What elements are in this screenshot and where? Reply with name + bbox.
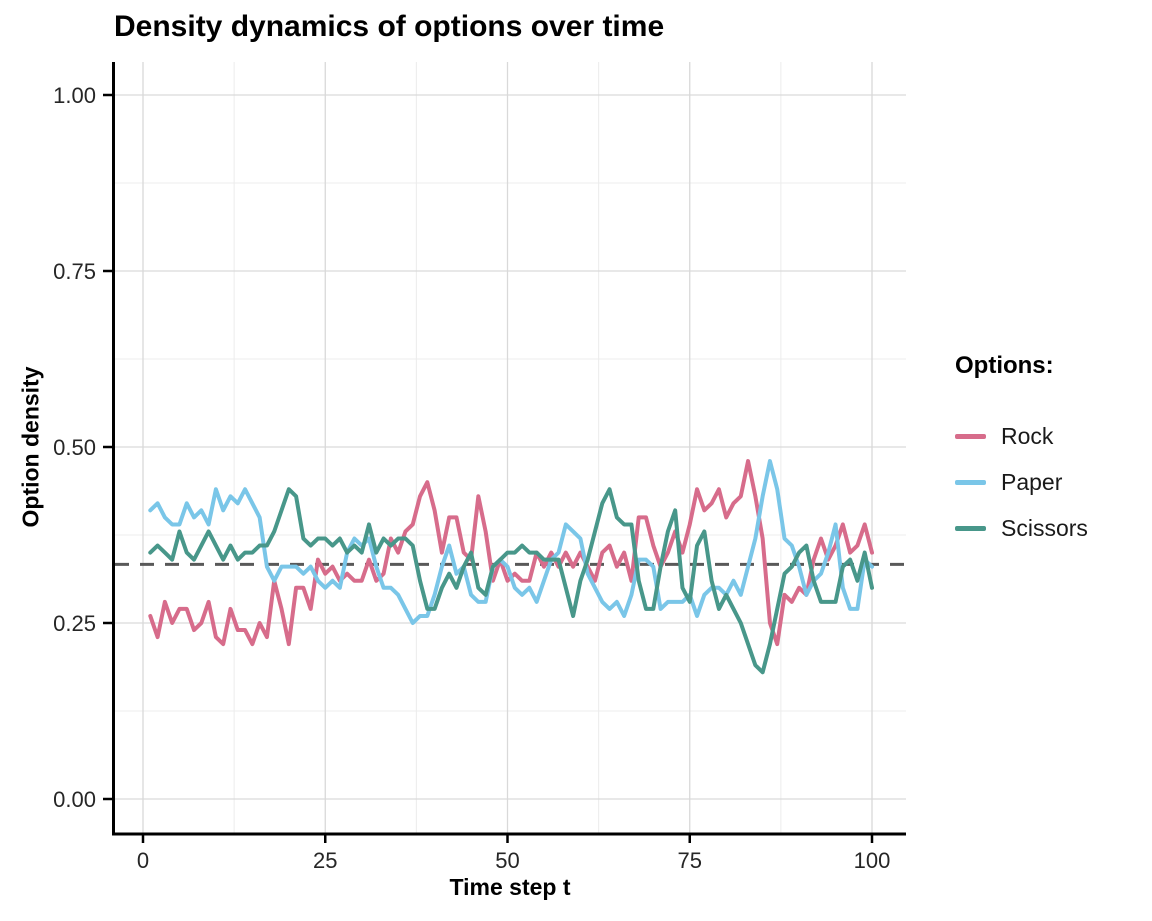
legend: Options: Rock Paper Scissors	[955, 352, 1088, 558]
legend-label: Paper	[1001, 469, 1063, 495]
x-tick-label: 25	[313, 848, 337, 873]
series-line-paper	[148, 459, 874, 625]
x-tick-label: 75	[678, 848, 702, 873]
legend-label: Scissors	[1001, 515, 1088, 541]
series-line-scissors	[148, 487, 874, 675]
legend-item-paper: Paper	[955, 466, 1088, 499]
y-axis-title: Option density	[17, 366, 44, 528]
legend-label: Rock	[1001, 423, 1054, 449]
legend-key-paper	[955, 480, 986, 485]
x-tick-label: 100	[854, 848, 891, 873]
y-tick-label: 0.25	[53, 611, 96, 636]
y-tick-label: 0.00	[53, 787, 96, 812]
chart-title: Density dynamics of options over time	[114, 10, 665, 43]
legend-item-rock: Rock	[955, 420, 1088, 453]
y-tick-label: 1.00	[53, 83, 96, 108]
y-tick-label: 0.50	[53, 435, 96, 460]
legend-items: Rock Paper Scissors	[955, 420, 1088, 545]
legend-key-rock	[955, 434, 986, 439]
legend-item-scissors: Scissors	[955, 512, 1088, 545]
x-tick-label: 50	[495, 848, 519, 873]
legend-key-scissors	[955, 526, 986, 531]
x-axis-title: Time step t	[449, 874, 571, 900]
legend-title: Options:	[955, 352, 1054, 379]
x-tick-label: 0	[137, 848, 149, 873]
y-tick-label: 0.75	[53, 259, 96, 284]
